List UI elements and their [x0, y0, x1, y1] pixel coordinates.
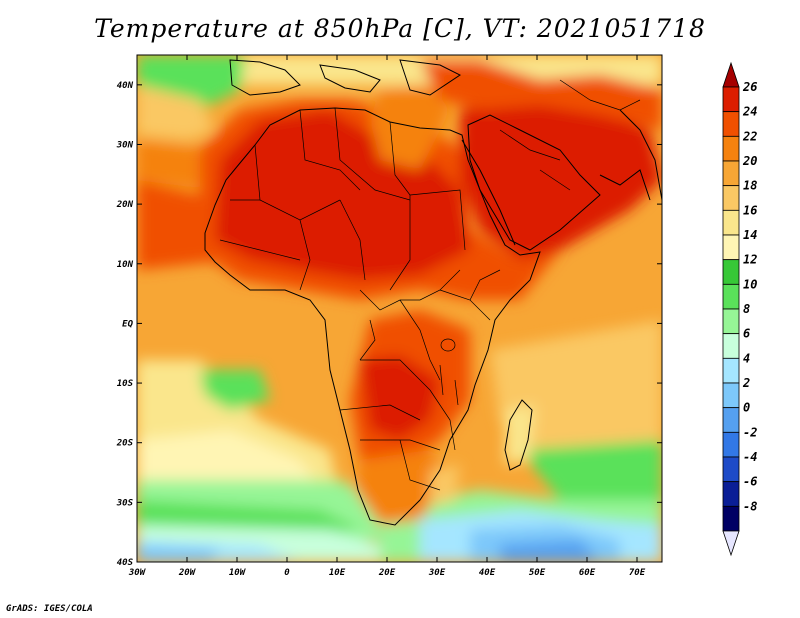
colorbar-segment [722, 160, 740, 187]
temperature-field [137, 55, 662, 562]
colorbar-label: -6 [743, 475, 757, 489]
lat-label: 30N [116, 140, 134, 150]
colorbar-label: 10 [743, 277, 757, 291]
lat-label: 40N [117, 81, 134, 91]
colorbar-segment [722, 382, 740, 409]
lon-label: 30W [128, 568, 147, 578]
colorbar-segment [722, 431, 740, 458]
colorbar-label: 2 [742, 376, 750, 390]
lon-label: 10E [329, 568, 346, 578]
colorbar-segment [722, 357, 740, 384]
lat-label: 10N [117, 260, 134, 270]
colorbar-segment [722, 185, 740, 211]
colorbar-segment [722, 333, 740, 359]
colorbar-label: 24 [742, 105, 757, 119]
colorbar-segment [722, 135, 740, 162]
lon-label: 20W [178, 568, 197, 578]
colorbar-segment [722, 234, 740, 261]
colorbar-segment [722, 407, 740, 433]
colorbar-label: 12 [743, 253, 757, 267]
colorbar-label: 14 [743, 228, 757, 242]
colorbar-segment [722, 308, 740, 335]
lon-label: 70E [629, 568, 646, 578]
colorbar-top-triangle [722, 61, 740, 88]
lon-label: 40E [479, 568, 496, 578]
lon-label: 50E [529, 568, 546, 578]
colorbar-label: 22 [742, 129, 757, 143]
colorbar-label: 4 [743, 351, 750, 365]
colorbar-label: 18 [743, 179, 757, 193]
colorbar-label: -8 [743, 499, 757, 513]
colorbar-label: 26 [742, 80, 757, 94]
lat-label: 20N [116, 200, 134, 210]
colorbar-bottom-triangle [722, 530, 740, 557]
lat-label: 30S [116, 498, 134, 508]
colorbar-label: -4 [743, 450, 757, 464]
lon-label: 10W [229, 568, 247, 578]
map-frame [136, 54, 663, 563]
lon-label: 60E [579, 568, 596, 578]
colorbar-segment [722, 259, 740, 285]
colorbar-segment [722, 209, 740, 236]
lon-label: 30E [428, 568, 446, 578]
colorbar-segment [722, 481, 740, 507]
lat-label: 40S [117, 558, 134, 568]
colorbar-segment [722, 283, 740, 310]
colorbar-segment [722, 111, 740, 137]
chart-title: Temperature at 850hPa [C], VT: 202105171… [94, 14, 706, 43]
lon-label: 0 [284, 568, 290, 578]
longitude-axis: 30W 20W 10W 0 10E 20E 30E 40E 50E 60E 70E [128, 55, 646, 578]
lat-label: EQ [122, 319, 133, 329]
colorbar-label: 16 [743, 203, 757, 217]
colorbar-label: 8 [743, 302, 750, 316]
country-borders [219, 79, 641, 491]
lat-label: 20S [116, 439, 134, 449]
colorbar-segment [722, 505, 740, 532]
colorbar-label: 20 [742, 154, 757, 168]
lon-label: 20E [378, 568, 396, 578]
colorbar-segment [722, 86, 740, 113]
colorbar-label: 6 [743, 327, 750, 341]
coastlines [204, 59, 662, 526]
colorbar-label: -2 [743, 425, 757, 439]
grads-credit: GrADS: IGES/COLA [6, 604, 93, 614]
latitude-axis: 40N 30N 20N 10N EQ 10S 20S 30S 40S [116, 81, 662, 568]
colorbar-label: 0 [743, 401, 750, 415]
lat-label: 10S [117, 379, 134, 389]
colorbar-segment [722, 456, 740, 483]
